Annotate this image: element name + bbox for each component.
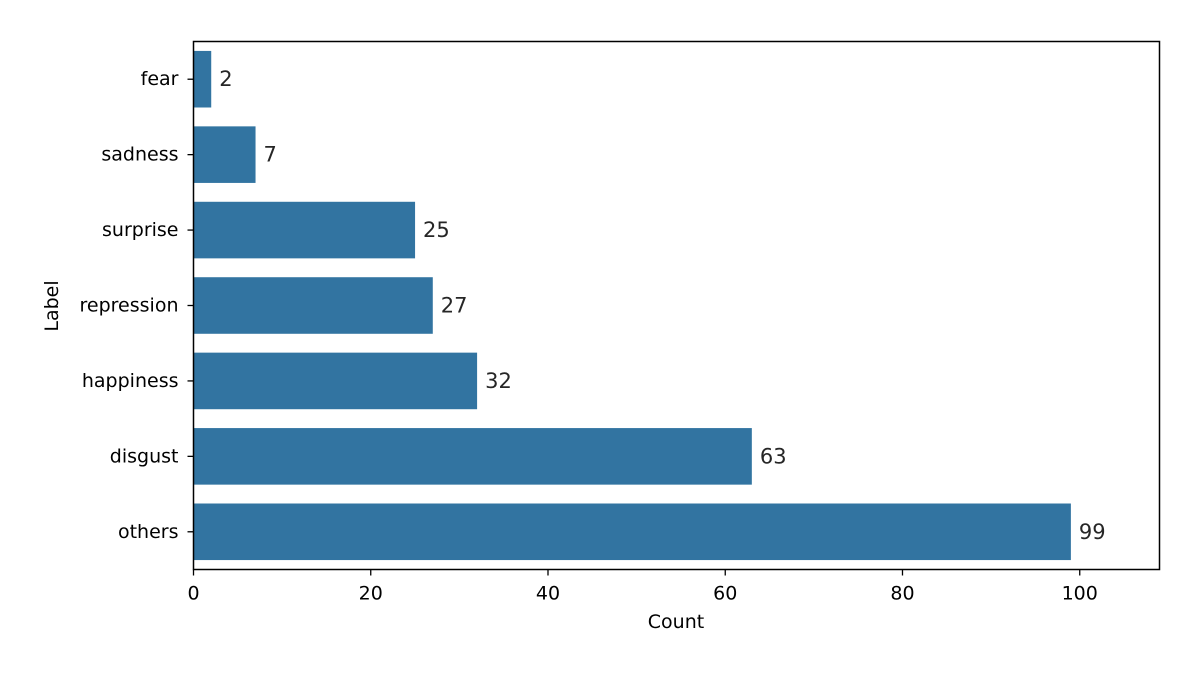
data-label-fear: 2 xyxy=(219,67,232,91)
x-tick-label-100: 100 xyxy=(1062,583,1098,605)
bar-repression xyxy=(193,277,433,334)
y-tick-label-repression: repression xyxy=(80,295,179,317)
y-tick-label-fear: fear xyxy=(141,68,179,90)
data-label-repression: 27 xyxy=(441,294,468,318)
x-tick-label-20: 20 xyxy=(359,583,383,605)
bar-happiness xyxy=(193,352,478,410)
y-axis: fear sadness surprise repression happiness di… xyxy=(80,68,194,543)
bar-sadness xyxy=(193,126,256,183)
data-label-others: 99 xyxy=(1079,520,1106,544)
bar-surprise xyxy=(193,201,416,259)
data-label-happiness: 32 xyxy=(485,369,512,393)
y-tick-label-disgust: disgust xyxy=(110,445,179,467)
bar-fear xyxy=(193,50,212,108)
x-tick-label-60: 60 xyxy=(713,583,737,605)
bars-layer xyxy=(193,50,1071,561)
x-tick-label-80: 80 xyxy=(890,583,914,605)
y-tick-label-happiness: happiness xyxy=(82,370,179,392)
x-tick-label-0: 0 xyxy=(187,583,199,605)
x-tick-label-40: 40 xyxy=(536,583,560,605)
data-label-disgust: 63 xyxy=(760,444,787,468)
data-label-surprise: 25 xyxy=(423,218,450,242)
y-axis-label: Label xyxy=(41,280,63,331)
x-axis-label: Count xyxy=(648,611,704,633)
bar-others xyxy=(193,503,1071,561)
x-axis: 0 20 40 60 80 100 xyxy=(187,569,1098,605)
bar-disgust xyxy=(193,428,752,485)
y-tick-label-surprise: surprise xyxy=(102,219,179,241)
data-label-sadness: 7 xyxy=(264,143,277,167)
y-tick-label-sadness: sadness xyxy=(101,144,178,166)
y-tick-label-others: others xyxy=(118,521,179,543)
